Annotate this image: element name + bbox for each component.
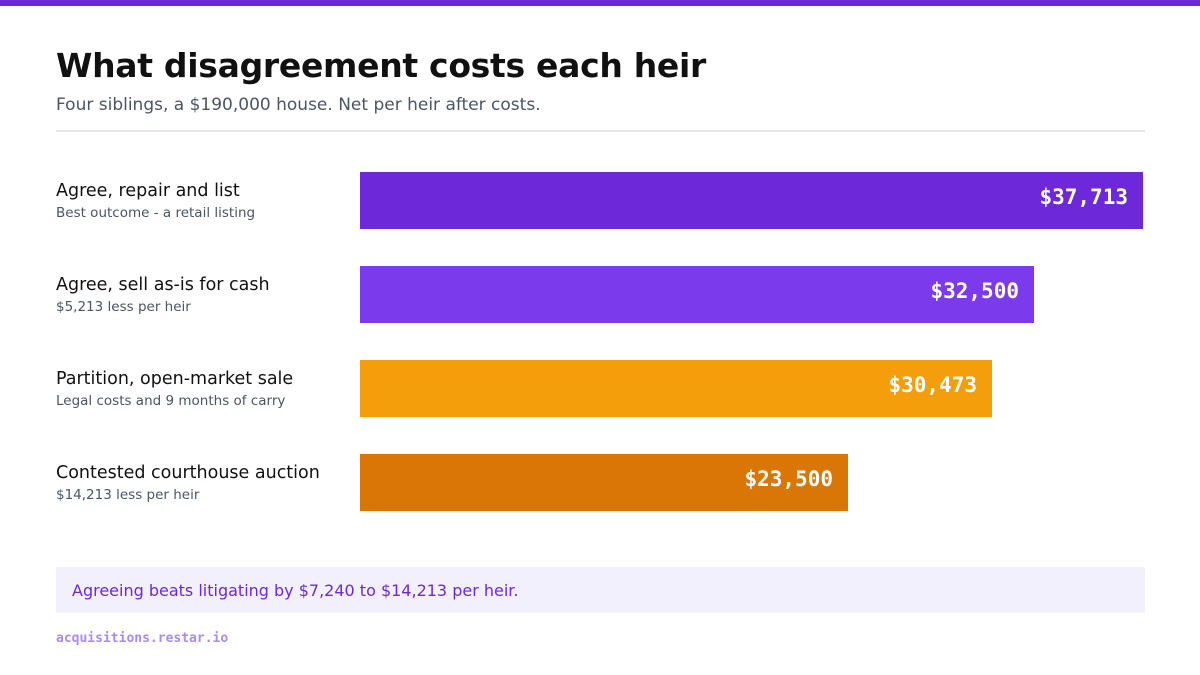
- chart-row: Agree, repair and list Best outcome - a r…: [0, 172, 1200, 229]
- category-label: Contested courthouse auction: [56, 463, 320, 483]
- chart-subtitle: Four siblings, a $190,000 house. Net per…: [56, 95, 541, 115]
- bar: $32,500: [360, 266, 1034, 323]
- bar: $23,500: [360, 454, 848, 511]
- chart-title: What disagreement costs each heir: [56, 46, 706, 85]
- category-note: $14,213 less per heir: [56, 487, 200, 503]
- callout-text: Agreeing beats litigating by $7,240 to $…: [72, 581, 519, 600]
- chart-row: Contested courthouse auction $14,213 less…: [0, 454, 1200, 511]
- category-note: $5,213 less per heir: [56, 299, 191, 315]
- category-label: Partition, open-market sale: [56, 369, 294, 389]
- bar: $37,713: [360, 172, 1143, 229]
- bar: $30,473: [360, 360, 992, 417]
- bar-value-label: $23,500: [744, 467, 833, 491]
- callout-box: Agreeing beats litigating by $7,240 to $…: [56, 567, 1145, 613]
- category-note: Legal costs and 9 months of carry: [56, 393, 286, 409]
- bar-value-label: $32,500: [930, 279, 1019, 303]
- category-note: Best outcome - a retail listing: [56, 205, 256, 221]
- top-accent-bar: [0, 0, 1200, 6]
- chart-row: Agree, sell as-is for cash $5,213 less pe…: [0, 266, 1200, 323]
- header-divider: [56, 130, 1145, 132]
- chart-row: Partition, open-market sale Legal costs a…: [0, 360, 1200, 417]
- bar-value-label: $37,713: [1039, 185, 1128, 209]
- bar-value-label: $30,473: [888, 373, 977, 397]
- category-label: Agree, repair and list: [56, 181, 240, 201]
- footer-source: acquisitions.restar.io: [56, 631, 229, 646]
- category-label: Agree, sell as-is for cash: [56, 275, 270, 295]
